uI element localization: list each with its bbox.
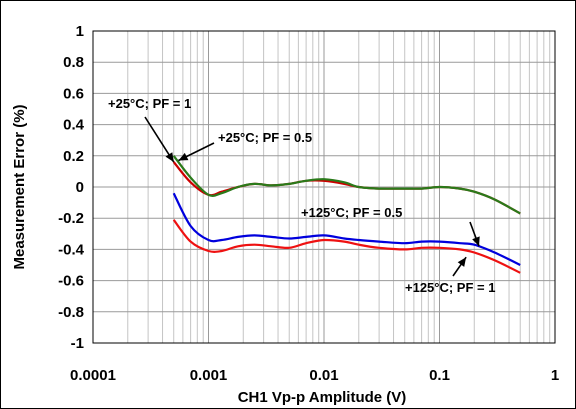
x-tick-label: 1	[551, 367, 559, 384]
y-tick-label: 0.4	[63, 117, 85, 134]
series-line-series-25-pf05	[172, 155, 521, 215]
y-tick-label: 0.2	[63, 148, 84, 165]
x-tick-label: 0.1	[429, 367, 450, 384]
y-tick-label: -0.2	[58, 210, 84, 227]
series-lines	[172, 155, 521, 274]
annotation-arrowhead	[472, 236, 480, 247]
annotation-label: +25°C; PF = 1	[108, 96, 191, 111]
series-line-series-125-pf05	[172, 192, 521, 266]
x-tick-label: 0.01	[309, 367, 338, 384]
x-tick-label: 0.0001	[70, 367, 116, 384]
y-tick-label: -0.6	[58, 273, 84, 290]
y-tick-label: 0.6	[63, 85, 84, 102]
annotation-arrowhead	[178, 152, 189, 161]
y-tick-label: 1	[76, 23, 84, 40]
y-tick-label: 0	[76, 179, 84, 196]
annotation-label: +25°C; PF = 0.5	[218, 130, 312, 145]
series-line-series-125-pf1	[172, 219, 521, 274]
tick-labels: 1 0.8 0.6 0.4 0.2 0 -0.2 -0.4 -0.6 -0.8 -1 0.0001 0.…	[58, 23, 559, 384]
annotation-arrowhead	[165, 152, 174, 162]
y-tick-label: -0.8	[58, 304, 84, 321]
y-axis-title: Measurement Error (%)	[11, 104, 28, 269]
annotation-label: +125°C; PF = 1	[405, 280, 495, 295]
annotations: +25°C; PF = 1 +25°C; PF = 0.5 +125°C; PF =…	[108, 96, 495, 295]
annotation-arrowhead	[457, 257, 467, 267]
y-tick-label: -0.4	[58, 241, 85, 258]
y-tick-label: 0.8	[63, 54, 84, 71]
y-tick-label: -1	[71, 335, 84, 352]
annotation-label: +125°C; PF = 0.5	[301, 205, 402, 220]
x-tick-label: 0.001	[190, 367, 228, 384]
plot-area	[92, 30, 556, 344]
x-axis-title: CH1 Vp-p Amplitude (V)	[238, 389, 407, 406]
